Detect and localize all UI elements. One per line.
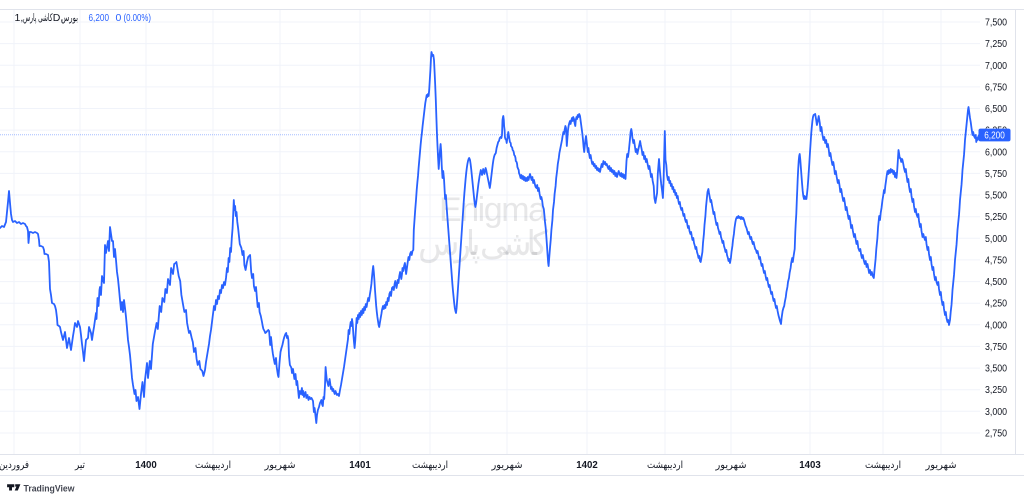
- svg-text:6,000: 6,000: [985, 147, 1007, 158]
- svg-text:اردیبهشت: اردیبهشت: [195, 460, 231, 471]
- svg-text:TradingView: TradingView: [24, 483, 76, 494]
- svg-text:D,: D,: [53, 12, 64, 24]
- svg-text:شهریور: شهریور: [264, 460, 296, 471]
- svg-text:اردیبهشت: اردیبهشت: [647, 460, 683, 471]
- svg-text:Enigma: Enigma: [439, 191, 547, 229]
- svg-text:6,500: 6,500: [985, 104, 1007, 115]
- svg-text:2,750: 2,750: [985, 429, 1007, 440]
- svg-text:کاشی پارس: کاشی پارس: [418, 225, 549, 264]
- svg-text:1403: 1403: [799, 460, 821, 471]
- svg-text:اردیبهشت: اردیبهشت: [412, 460, 448, 471]
- svg-text:1400: 1400: [135, 460, 157, 471]
- svg-text:3,750: 3,750: [985, 342, 1007, 353]
- svg-text:3,000: 3,000: [985, 407, 1007, 418]
- svg-text:شهریور: شهریور: [925, 460, 957, 471]
- svg-text:1401: 1401: [349, 460, 371, 471]
- svg-text:5,000: 5,000: [985, 234, 1007, 245]
- svg-text:0: 0: [116, 12, 122, 24]
- svg-text:1,: 1,: [15, 12, 24, 24]
- svg-text:کاشی پارس: کاشی پارس: [23, 12, 53, 24]
- svg-text:4,750: 4,750: [985, 255, 1007, 266]
- svg-text:5,250: 5,250: [985, 212, 1007, 223]
- svg-text:6,200: 6,200: [984, 130, 1005, 141]
- svg-text:7,500: 7,500: [985, 18, 1007, 29]
- svg-text:6,200: 6,200: [89, 12, 110, 24]
- svg-text:3,500: 3,500: [985, 364, 1007, 375]
- svg-text:4,250: 4,250: [985, 299, 1007, 310]
- svg-text:(0.00%): (0.00%): [124, 12, 152, 24]
- svg-text:5,750: 5,750: [985, 169, 1007, 180]
- svg-text:5,500: 5,500: [985, 191, 1007, 202]
- svg-text:شهریور: شهریور: [715, 460, 747, 471]
- svg-text:7,250: 7,250: [985, 39, 1007, 50]
- svg-text:تیر: تیر: [74, 460, 85, 471]
- svg-text:4,500: 4,500: [985, 277, 1007, 288]
- svg-text:6,750: 6,750: [985, 82, 1007, 93]
- svg-text:4,000: 4,000: [985, 320, 1007, 331]
- svg-text:شهریور: شهریور: [491, 460, 523, 471]
- svg-text:1402: 1402: [576, 460, 598, 471]
- svg-text:بورس: بورس: [61, 12, 78, 24]
- svg-text:7,000: 7,000: [985, 61, 1007, 72]
- svg-text:3,250: 3,250: [985, 385, 1007, 396]
- svg-text:فروردین: فروردین: [0, 460, 29, 471]
- svg-text:اردیبهشت: اردیبهشت: [865, 460, 901, 471]
